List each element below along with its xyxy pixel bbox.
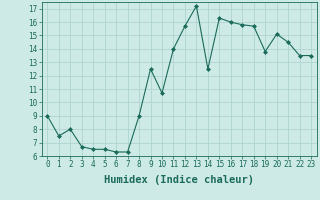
X-axis label: Humidex (Indice chaleur): Humidex (Indice chaleur) (104, 175, 254, 185)
